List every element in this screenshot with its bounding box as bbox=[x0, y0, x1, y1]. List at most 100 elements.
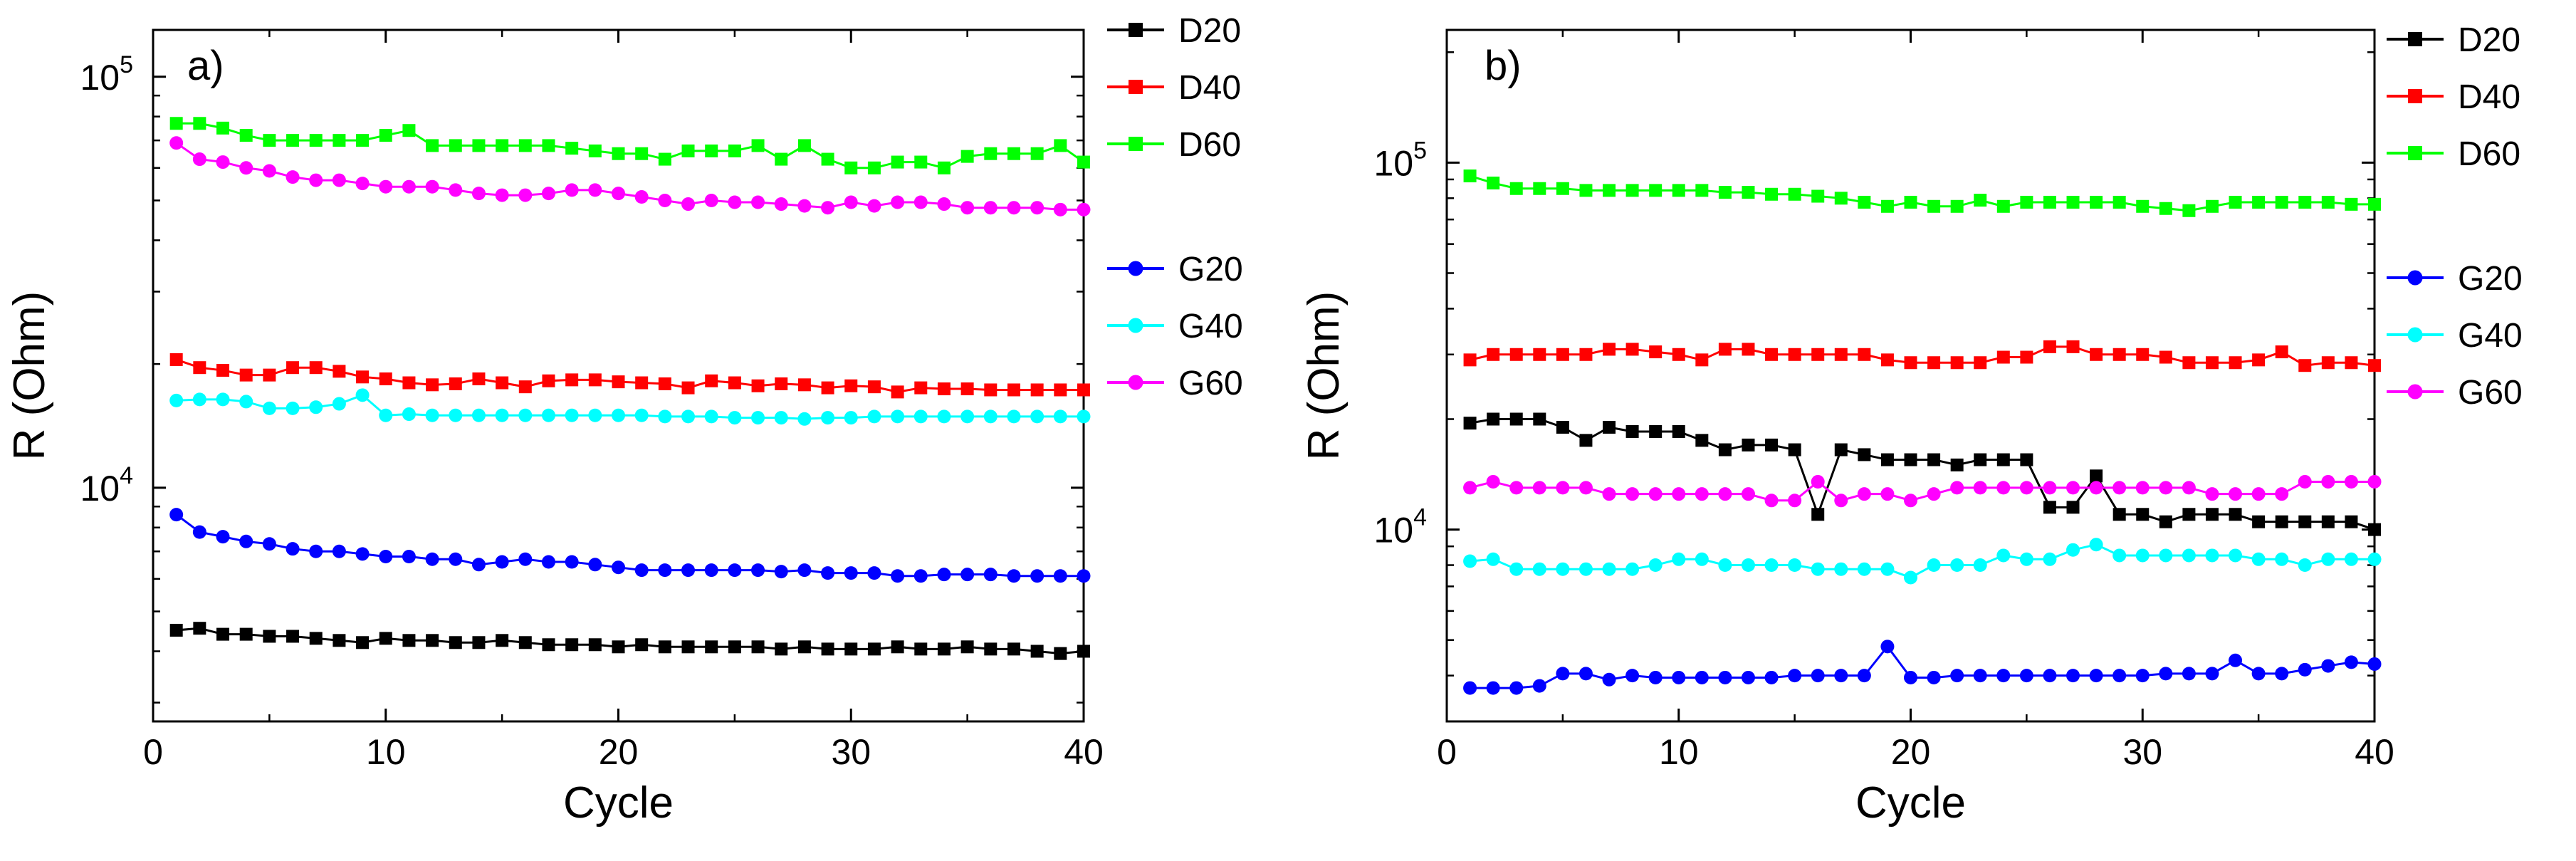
data-point bbox=[797, 199, 812, 213]
data-point bbox=[1904, 356, 1917, 370]
data-point bbox=[891, 409, 905, 424]
legend-item-d20: D20 bbox=[1107, 12, 1241, 50]
data-point bbox=[2159, 350, 2172, 364]
data-point bbox=[914, 155, 928, 169]
data-point bbox=[704, 563, 718, 578]
data-point bbox=[1603, 184, 1616, 197]
data-point bbox=[1764, 558, 1779, 573]
data-point bbox=[2136, 508, 2150, 521]
data-point bbox=[379, 179, 393, 194]
data-point bbox=[1811, 669, 1825, 683]
data-point bbox=[1556, 348, 1569, 361]
data-point bbox=[1463, 681, 1477, 695]
data-point bbox=[1602, 487, 1616, 501]
data-point bbox=[1765, 438, 1779, 452]
x-tick-label: 40 bbox=[1064, 732, 1104, 772]
data-point bbox=[1741, 670, 1755, 684]
data-point bbox=[216, 364, 230, 377]
data-point bbox=[2345, 515, 2358, 528]
data-point bbox=[1030, 383, 1044, 397]
data-point bbox=[867, 199, 881, 213]
data-point bbox=[1077, 569, 1091, 583]
data-point bbox=[681, 144, 695, 157]
legend: D20 D40 D60 G20 G40 G60 bbox=[1107, 12, 1243, 402]
legend-label: G40 bbox=[1178, 308, 1243, 345]
data-point bbox=[518, 636, 532, 649]
data-point bbox=[1742, 438, 1755, 452]
data-point bbox=[1533, 412, 1546, 426]
data-point bbox=[2229, 653, 2243, 667]
data-point bbox=[1788, 187, 1801, 201]
data-point bbox=[704, 193, 718, 207]
legend-marker bbox=[2407, 270, 2423, 286]
data-point bbox=[263, 368, 276, 382]
data-point bbox=[821, 642, 834, 656]
data-point bbox=[891, 155, 904, 169]
data-point bbox=[1741, 487, 1755, 501]
data-point bbox=[1996, 548, 2011, 563]
legend-label: G60 bbox=[1178, 365, 1243, 402]
y-tick-exponent: 5 bbox=[1413, 137, 1427, 164]
data-point bbox=[914, 642, 928, 656]
data-point bbox=[1834, 494, 1848, 508]
data-point bbox=[612, 187, 625, 201]
data-point bbox=[262, 401, 276, 415]
data-point bbox=[426, 378, 439, 392]
data-point bbox=[2019, 669, 2033, 683]
data-point bbox=[449, 552, 463, 566]
data-point bbox=[1509, 348, 1523, 361]
y-tick-label: 105 bbox=[80, 51, 133, 98]
data-point bbox=[541, 408, 555, 422]
series-g20 bbox=[1463, 640, 2382, 695]
data-point bbox=[1077, 383, 1090, 397]
data-point bbox=[1030, 409, 1044, 424]
data-point bbox=[356, 134, 370, 147]
data-point bbox=[1625, 562, 1640, 576]
data-point bbox=[1054, 139, 1067, 152]
data-point bbox=[471, 558, 486, 572]
data-point bbox=[1509, 481, 1524, 495]
data-point bbox=[821, 201, 835, 215]
series-line bbox=[1470, 543, 2375, 579]
data-point bbox=[658, 152, 671, 166]
legend-marker bbox=[2407, 327, 2423, 343]
data-point bbox=[681, 640, 695, 654]
data-point bbox=[1834, 443, 1848, 456]
data-point bbox=[2321, 552, 2335, 566]
data-point bbox=[379, 408, 393, 422]
x-tick-label: 0 bbox=[1437, 732, 1457, 772]
data-point bbox=[1765, 187, 1779, 201]
data-point bbox=[2368, 197, 2381, 211]
y-tick-exponent: 4 bbox=[1413, 504, 1427, 531]
data-point bbox=[1578, 667, 1593, 681]
y-tick-label: 104 bbox=[1373, 504, 1427, 550]
data-point bbox=[751, 411, 765, 425]
data-point bbox=[426, 634, 439, 647]
data-point bbox=[449, 408, 463, 422]
data-point bbox=[1880, 562, 1895, 576]
data-point bbox=[844, 195, 858, 209]
data-point bbox=[1742, 343, 1755, 356]
data-point bbox=[2251, 667, 2266, 681]
data-point bbox=[1927, 453, 1941, 466]
data-point bbox=[2159, 667, 2173, 681]
data-point bbox=[192, 525, 206, 539]
data-point bbox=[1463, 481, 1477, 495]
data-point bbox=[1533, 182, 1546, 195]
data-point bbox=[1053, 569, 1067, 583]
data-point bbox=[565, 638, 579, 652]
data-point bbox=[1880, 453, 1894, 466]
data-point bbox=[1880, 640, 1895, 654]
data-point bbox=[286, 630, 300, 643]
data-point bbox=[728, 411, 742, 425]
data-point bbox=[1030, 569, 1044, 583]
panel-label: a) bbox=[187, 43, 224, 89]
series-g40 bbox=[169, 388, 1091, 426]
data-point bbox=[2252, 195, 2266, 209]
legend-label: D20 bbox=[1178, 12, 1241, 50]
data-point bbox=[1996, 199, 2010, 213]
data-point bbox=[239, 534, 253, 548]
legend-marker bbox=[1128, 261, 1143, 276]
